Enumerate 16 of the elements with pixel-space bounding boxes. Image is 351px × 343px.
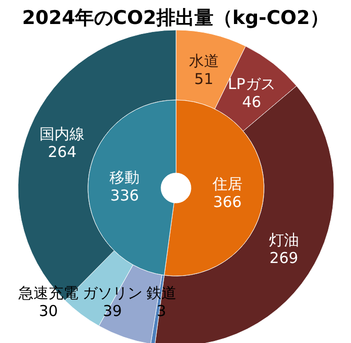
slice-label: ガソリン xyxy=(82,284,142,302)
data-label: 46 xyxy=(242,92,262,111)
slice-label: LPガス xyxy=(228,74,276,93)
data-label: 336 xyxy=(110,186,139,204)
slice-label: 水道 xyxy=(188,52,219,70)
slice-label: 灯油 xyxy=(268,230,299,249)
data-label: 264 xyxy=(48,143,77,162)
chart-title: 2024年のCO2排出量（kg-CO2） xyxy=(22,7,329,29)
data-label: 30 xyxy=(38,302,58,320)
data-label: 366 xyxy=(213,193,242,212)
slice-label: 国内線 xyxy=(40,125,85,144)
data-label: 269 xyxy=(270,248,298,267)
slice-label: 住居 xyxy=(211,175,242,194)
data-label: 51 xyxy=(194,70,214,88)
data-label: 39 xyxy=(102,302,122,320)
slice-label: 移動 xyxy=(110,168,140,186)
